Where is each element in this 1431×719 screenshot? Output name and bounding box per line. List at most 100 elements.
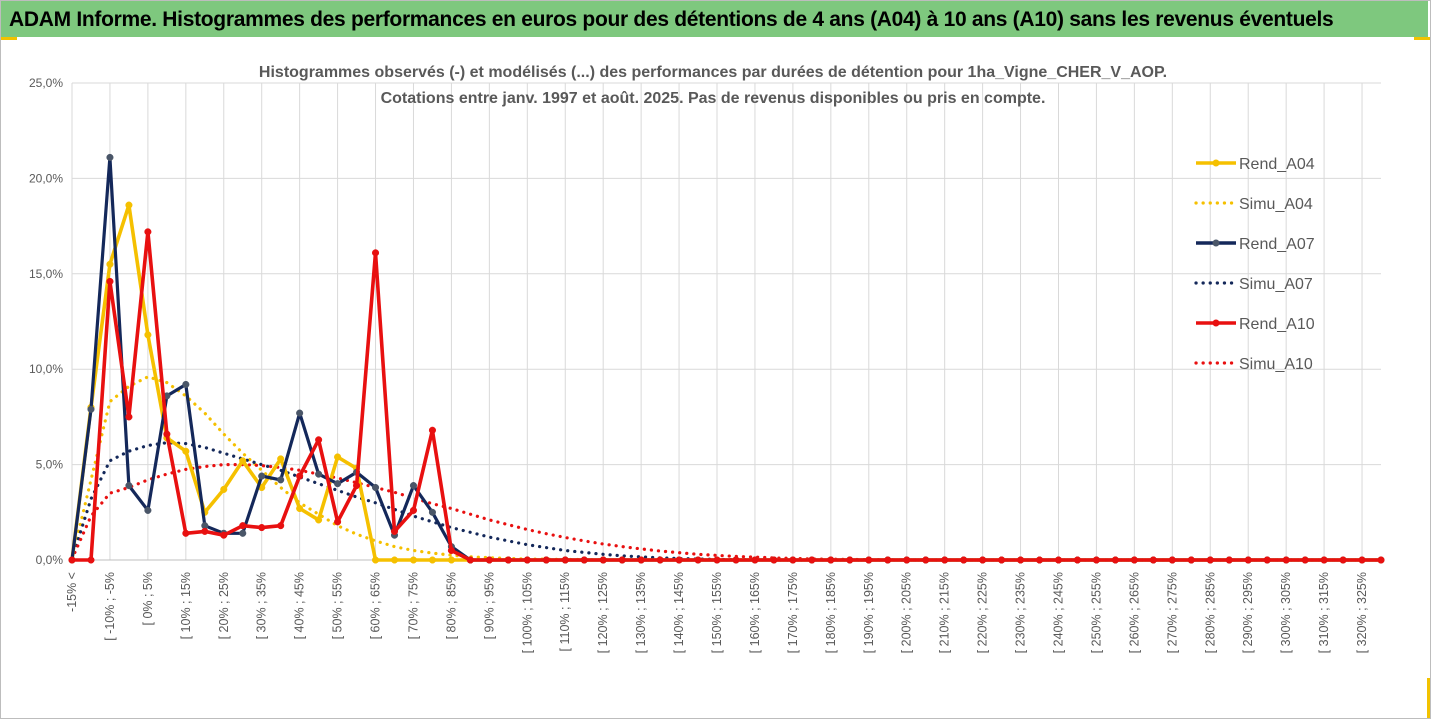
data-point-rend_a10 bbox=[656, 556, 664, 564]
data-point-rend_a07 bbox=[334, 480, 342, 488]
data-point-rend_a10 bbox=[979, 556, 987, 564]
data-point-rend_a10 bbox=[1187, 556, 1195, 564]
data-point-rend_a07 bbox=[125, 482, 133, 490]
data-point-rend_a04 bbox=[106, 260, 114, 268]
legend-label-rend_a10: Rend_A10 bbox=[1239, 316, 1315, 333]
x-tick-label: [ 250% ; 255% bbox=[1089, 572, 1103, 653]
corner-accent-top-right bbox=[1414, 37, 1430, 40]
data-point-rend_a10 bbox=[239, 522, 247, 530]
data-point-rend_a10 bbox=[1301, 556, 1309, 564]
x-tick-label: -15% < bbox=[65, 572, 79, 612]
x-tick-label: [ 170% ; 175% bbox=[786, 572, 800, 653]
data-point-rend_a10 bbox=[789, 556, 797, 564]
data-point-rend_a10 bbox=[334, 518, 342, 526]
series-lines bbox=[68, 153, 1385, 564]
page-title: ADAM Informe. Histogrammes des performan… bbox=[9, 8, 1334, 31]
data-point-rend_a07 bbox=[428, 508, 436, 516]
x-tick-label: [ 270% ; 275% bbox=[1165, 572, 1179, 653]
data-point-rend_a04 bbox=[296, 504, 304, 513]
x-tick-label: [ 90% ; 95% bbox=[482, 572, 496, 639]
legend-marker-rend_a07 bbox=[1212, 239, 1220, 247]
data-point-rend_a10 bbox=[1073, 556, 1082, 564]
data-point-rend_a10 bbox=[960, 556, 968, 564]
header-banner: ADAM Informe. Histogrammes des performan… bbox=[1, 1, 1428, 37]
data-point-rend_a10 bbox=[1206, 556, 1214, 564]
data-point-rend_a10 bbox=[998, 556, 1006, 564]
x-tick-label: [ 240% ; 245% bbox=[1051, 572, 1065, 653]
data-point-rend_a10 bbox=[808, 556, 816, 564]
data-point-rend_a07 bbox=[144, 506, 152, 514]
x-tick-label: [ 60% ; 65% bbox=[369, 572, 383, 639]
data-point-rend_a10 bbox=[1263, 556, 1271, 564]
data-point-rend_a04 bbox=[447, 556, 455, 564]
data-point-rend_a10 bbox=[466, 556, 474, 564]
data-point-rend_a07 bbox=[258, 472, 266, 480]
x-tick-label: [ 300% ; 305% bbox=[1279, 572, 1293, 653]
data-point-rend_a10 bbox=[163, 430, 171, 438]
data-point-rend_a04 bbox=[125, 201, 133, 209]
gridlines bbox=[71, 82, 1381, 561]
data-point-rend_a10 bbox=[296, 472, 304, 480]
data-point-rend_a07 bbox=[296, 409, 304, 417]
data-point-rend_a10 bbox=[277, 522, 285, 530]
x-tick-label: [ 150% ; 155% bbox=[710, 572, 724, 653]
x-tick-label: [ 230% ; 235% bbox=[1014, 572, 1028, 653]
data-point-rend_a07 bbox=[182, 380, 190, 389]
data-point-rend_a10 bbox=[1358, 556, 1366, 564]
data-point-rend_a10 bbox=[1017, 556, 1025, 564]
data-point-rend_a10 bbox=[1339, 556, 1347, 564]
data-point-rend_a10 bbox=[580, 556, 588, 564]
x-tick-label: [ 50% ; 55% bbox=[331, 572, 345, 639]
x-tick-label: [ 80% ; 85% bbox=[444, 572, 458, 639]
data-point-rend_a04 bbox=[390, 556, 399, 564]
data-point-rend_a10 bbox=[1244, 556, 1252, 564]
data-point-rend_a10 bbox=[87, 556, 95, 564]
x-tick-label: [ 210% ; 215% bbox=[938, 572, 952, 653]
data-point-rend_a10 bbox=[1130, 556, 1138, 564]
data-point-rend_a04 bbox=[371, 556, 380, 564]
data-point-rend_a07 bbox=[277, 476, 285, 484]
chart-title-line2: Cotations entre janv. 1997 et août. 2025… bbox=[381, 90, 1046, 107]
data-point-rend_a10 bbox=[694, 556, 702, 564]
x-tick-label: [ 30% ; 35% bbox=[255, 572, 269, 639]
data-point-rend_a10 bbox=[447, 546, 455, 555]
x-tick-label: [ 0% ; 5% bbox=[141, 572, 155, 626]
data-point-rend_a10 bbox=[884, 556, 892, 564]
data-point-rend_a10 bbox=[106, 277, 114, 285]
x-tick-label: [ 10% ; 15% bbox=[179, 572, 193, 639]
data-point-rend_a10 bbox=[865, 556, 873, 564]
data-point-rend_a04 bbox=[182, 447, 190, 455]
legend-label-simu_a10: Simu_A10 bbox=[1239, 356, 1313, 373]
data-point-rend_a04 bbox=[334, 453, 342, 461]
corner-accent-bottom-right bbox=[1427, 678, 1430, 718]
corner-accent-top-left bbox=[1, 37, 17, 40]
data-point-rend_a10 bbox=[618, 556, 626, 564]
data-point-rend_a10 bbox=[846, 556, 854, 564]
series-line-rend_a04 bbox=[70, 203, 1381, 562]
data-point-rend_a10 bbox=[125, 413, 133, 421]
series-line-rend_a10 bbox=[72, 230, 1381, 562]
data-point-rend_a10 bbox=[409, 506, 418, 514]
data-point-rend_a07 bbox=[106, 153, 114, 161]
data-point-rend_a10 bbox=[1035, 556, 1044, 564]
data-point-rend_a10 bbox=[1282, 556, 1290, 564]
legend-label-rend_a07: Rend_A07 bbox=[1239, 236, 1315, 253]
data-point-rend_a07 bbox=[315, 470, 323, 478]
legend-label-simu_a04: Simu_A04 bbox=[1239, 196, 1313, 213]
data-point-rend_a04 bbox=[239, 457, 247, 465]
legend-marker-rend_a10 bbox=[1212, 319, 1220, 327]
data-point-rend_a10 bbox=[68, 556, 76, 564]
data-point-rend_a10 bbox=[428, 426, 436, 434]
series-line-simu_a04 bbox=[70, 375, 1383, 562]
chart-title-line1: Histogrammes observés (-) et modélisés (… bbox=[259, 64, 1167, 81]
data-point-rend_a10 bbox=[201, 527, 209, 535]
data-point-rend_a10 bbox=[922, 556, 930, 564]
x-tick-label: [ 100% ; 105% bbox=[520, 572, 534, 653]
data-point-rend_a07 bbox=[87, 405, 95, 413]
data-point-rend_a10 bbox=[485, 556, 493, 564]
y-tick-label: 0,0% bbox=[36, 553, 64, 567]
data-point-rend_a10 bbox=[1320, 556, 1328, 564]
data-point-rend_a10 bbox=[903, 556, 911, 564]
legend-label-rend_a04: Rend_A04 bbox=[1239, 156, 1315, 173]
